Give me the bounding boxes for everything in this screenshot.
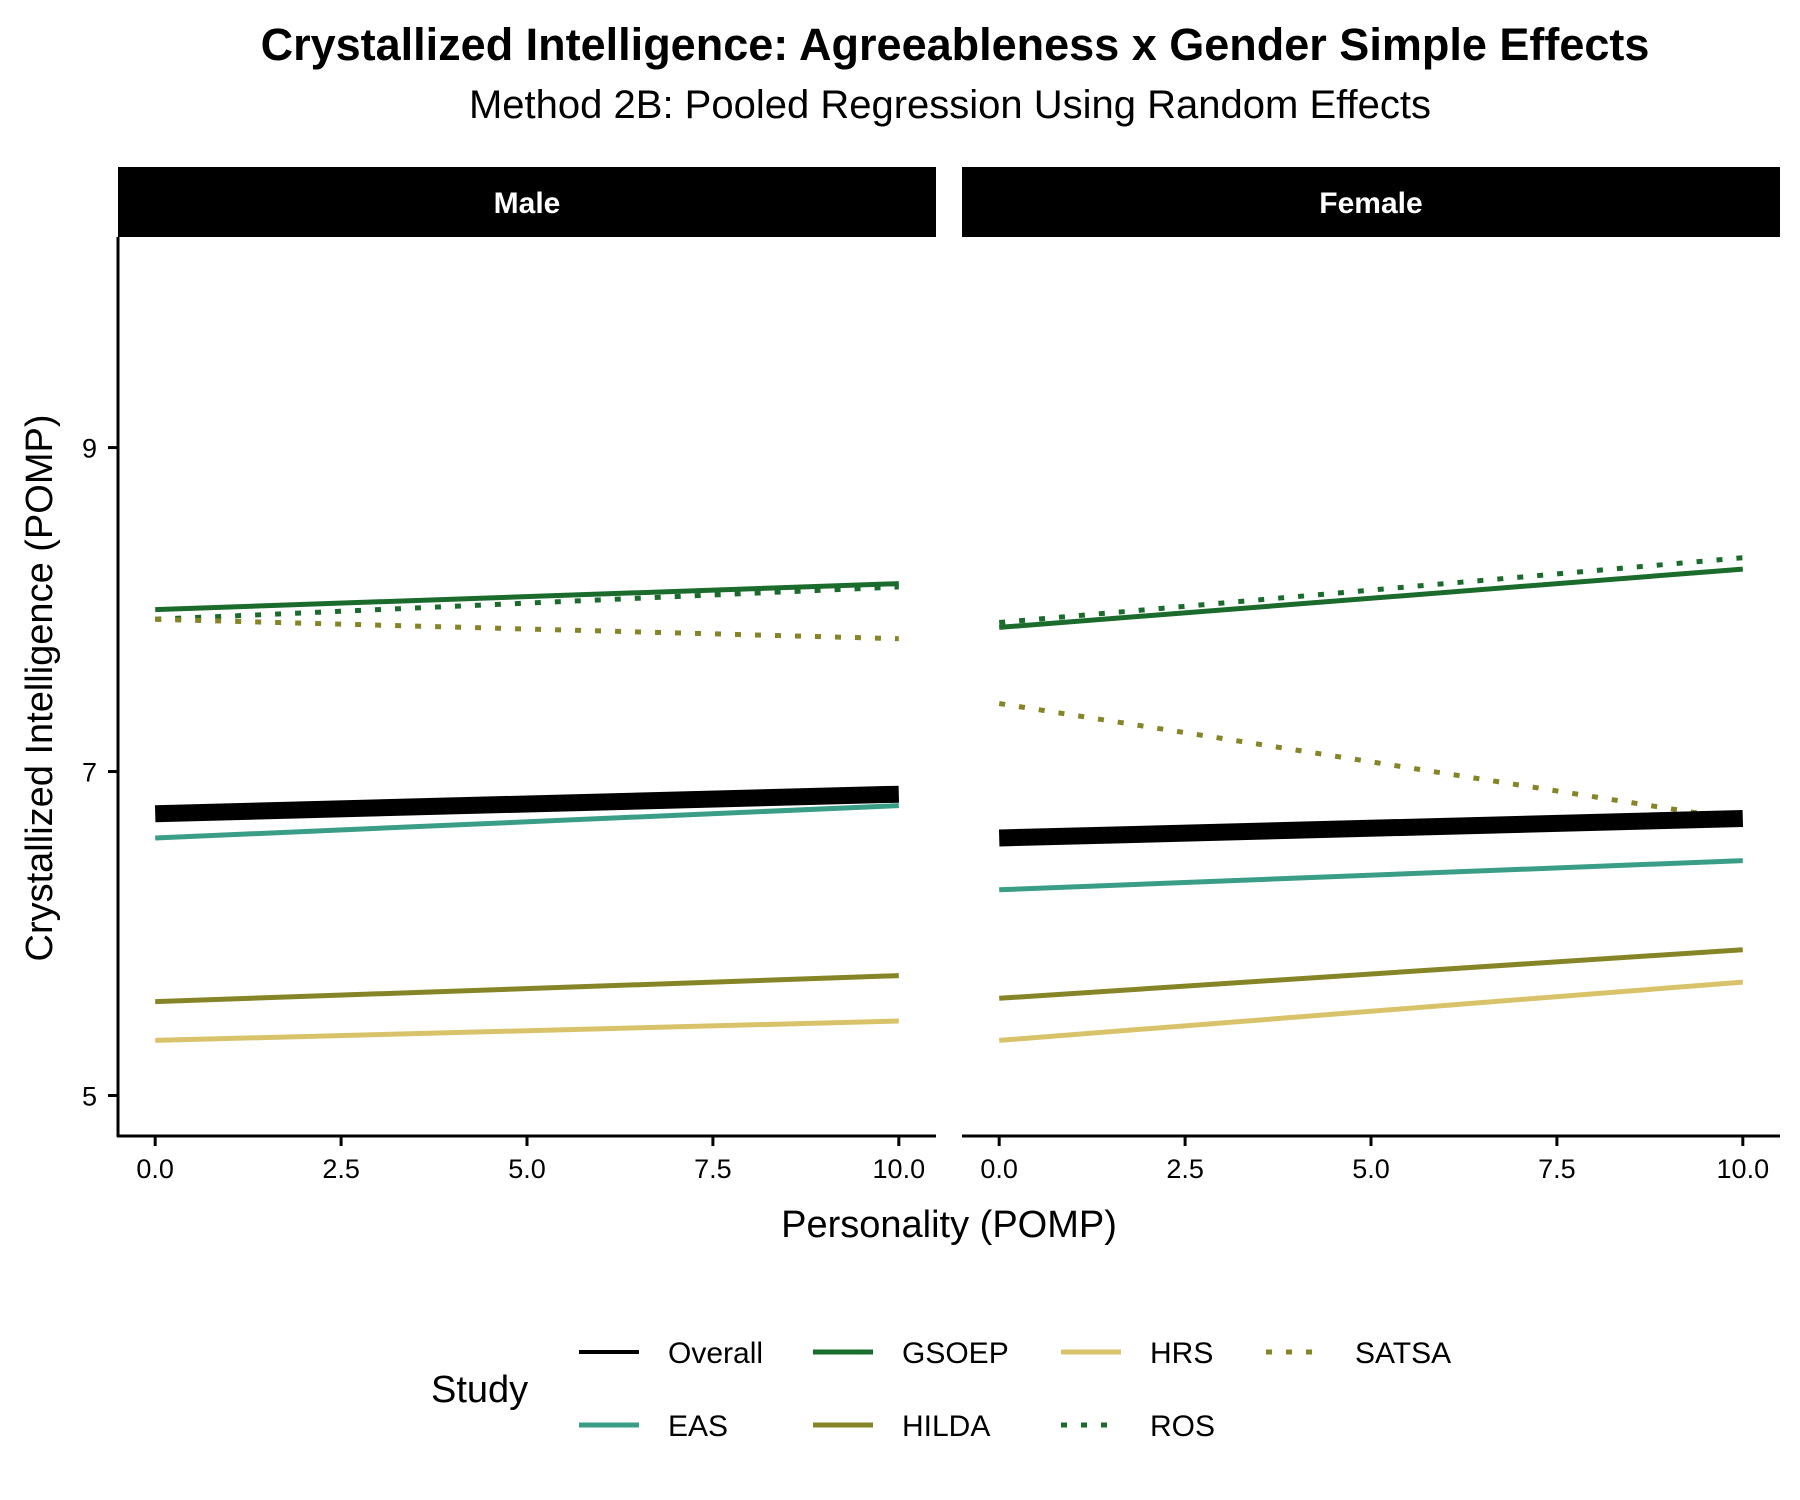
- series-line-gsoep-female: [999, 566, 1743, 630]
- x-tick-label-male: 0.0: [136, 1154, 174, 1184]
- legend-label-ros: ROS: [1150, 1410, 1215, 1443]
- x-tick-label-female: 0.0: [980, 1154, 1018, 1184]
- series-line-hilda-male: [155, 973, 899, 1005]
- x-tick-label-male: 5.0: [508, 1154, 546, 1184]
- legend-item-eas: EAS: [579, 1410, 728, 1443]
- legend-item-satsa: SATSA: [1266, 1337, 1451, 1370]
- facet-male-lines: [154, 581, 900, 1043]
- series-line-gsoep-male: [155, 581, 899, 613]
- y-tick-label: 5: [82, 1082, 97, 1112]
- series-line-hrs-male: [155, 1018, 899, 1043]
- facet-female: Female 0.0 2.5 5.0 7.5 10.0: [962, 167, 1780, 1184]
- facet-male: Male 0.0 2.5 5.0 7.5 10.0: [116, 167, 936, 1184]
- legend-label-satsa: SATSA: [1355, 1337, 1451, 1370]
- legend-label-hilda: HILDA: [902, 1410, 990, 1443]
- series-line-ros-female: [998, 555, 1744, 625]
- chart-title: Crystallized Intelligence: Agreeableness…: [261, 19, 1650, 70]
- series-line-hrs-female: [999, 979, 1743, 1043]
- y-axis-title: Crystallized Intelligence (POMP): [19, 415, 61, 962]
- legend-title: Study: [431, 1369, 528, 1411]
- series-line-overall-female: [998, 810, 1744, 847]
- facet-female-lines: [998, 555, 1744, 1043]
- x-tick-label-female: 7.5: [1538, 1154, 1576, 1184]
- legend: Study Overall EAS GSOEP HILDA HRS ROS SATSA: [431, 1337, 1451, 1443]
- legend-item-hrs: HRS: [1061, 1337, 1213, 1370]
- legend-label-hrs: HRS: [1150, 1337, 1213, 1370]
- legend-item-hilda: HILDA: [813, 1410, 990, 1443]
- legend-items: Overall EAS GSOEP HILDA HRS ROS SATSA: [579, 1337, 1451, 1443]
- legend-label-overall: Overall: [668, 1337, 763, 1370]
- y-axis-ticks: 5 7 9: [82, 434, 118, 1112]
- facet-male-label: Male: [494, 187, 561, 220]
- legend-label-gsoep: GSOEP: [902, 1337, 1009, 1370]
- x-tick-label-male: 7.5: [694, 1154, 732, 1184]
- y-tick-label: 9: [82, 434, 97, 464]
- series-line-eas-female: [999, 858, 1743, 893]
- legend-item-gsoep: GSOEP: [813, 1337, 1009, 1370]
- series-line-satsa-female: [998, 701, 1744, 823]
- series-line-satsa-male: [155, 616, 899, 642]
- x-tick-label-female: 5.0: [1352, 1154, 1390, 1184]
- facet-female-strip: [962, 167, 1780, 237]
- series-line-overall-male: [154, 785, 900, 823]
- series-line-eas-male: [155, 803, 899, 841]
- x-axis-title: Personality (POMP): [781, 1204, 1117, 1246]
- x-tick-label-female: 2.5: [1166, 1154, 1204, 1184]
- facet-male-strip: [118, 167, 936, 237]
- x-tick-label-female: 10.0: [1717, 1154, 1770, 1184]
- y-tick-label: 7: [82, 758, 97, 788]
- x-tick-label-male: 2.5: [322, 1154, 360, 1184]
- facet-female-label: Female: [1319, 187, 1422, 220]
- facet-male-ticks: 0.0 2.5 5.0 7.5 10.0: [136, 1136, 925, 1184]
- chart-subtitle: Method 2B: Pooled Regression Using Rando…: [469, 83, 1431, 127]
- legend-item-ros: ROS: [1061, 1410, 1215, 1443]
- x-tick-label-male: 10.0: [873, 1154, 926, 1184]
- series-line-hilda-female: [999, 947, 1743, 1001]
- legend-item-overall: Overall: [579, 1337, 763, 1370]
- legend-label-eas: EAS: [668, 1410, 728, 1443]
- series-line-ros-male: [155, 584, 899, 622]
- facet-female-ticks: 0.0 2.5 5.0 7.5 10.0: [980, 1136, 1769, 1184]
